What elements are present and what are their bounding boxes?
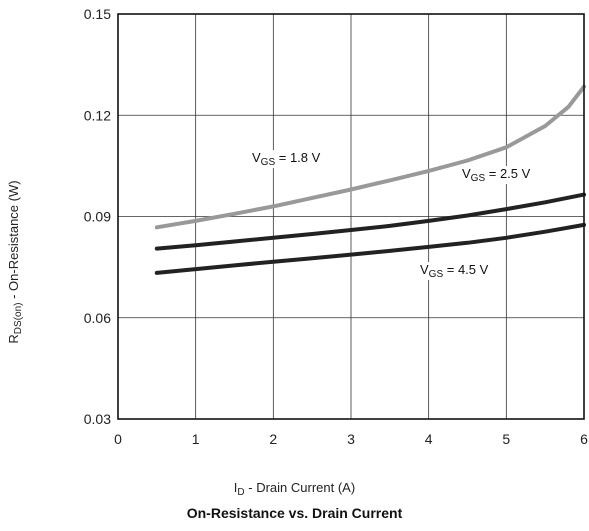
x-tick-label: 1 bbox=[192, 431, 200, 447]
curve-label-vgs-1-8: VGS = 1.8 V bbox=[250, 150, 323, 168]
x-tick-label: 4 bbox=[425, 431, 433, 447]
y-axis-label: RDS(on) - On-Resistance (W) bbox=[6, 180, 24, 344]
grid-lines bbox=[117, 13, 585, 420]
y-tick-label: 0.09 bbox=[84, 209, 111, 225]
series-line-2 bbox=[154, 222, 586, 275]
x-tick-label: 3 bbox=[347, 431, 355, 447]
y-tick-label: 0.03 bbox=[84, 411, 111, 427]
curves bbox=[154, 84, 586, 275]
y-tick-label: 0.06 bbox=[84, 310, 111, 326]
x-tick-label: 0 bbox=[114, 431, 122, 447]
x-tick-label: 6 bbox=[580, 431, 588, 447]
curve-label-vgs-2-5: VGS = 2.5 V bbox=[460, 166, 533, 184]
tick-labels: 0 1 2 3 4 5 6 0.03 0.06 0.09 0.12 0.15 bbox=[84, 6, 588, 447]
series-line-1 bbox=[154, 192, 586, 251]
curve-label-vgs-4-5: VGS = 4.5 V bbox=[418, 262, 491, 280]
chart-title: On-Resistance vs. Drain Current bbox=[186, 505, 403, 521]
y-axis-label-container: RDS(on) - On-Resistance (W) bbox=[6, 92, 24, 432]
y-tick-label: 0.15 bbox=[84, 6, 111, 22]
x-tick-label: 5 bbox=[502, 431, 510, 447]
y-tick-label: 0.12 bbox=[84, 107, 111, 123]
series-line-0 bbox=[154, 84, 586, 230]
plot-frame bbox=[117, 13, 585, 420]
x-tick-label: 2 bbox=[269, 431, 277, 447]
x-axis-label: ID - Drain Current (A) bbox=[233, 480, 356, 498]
